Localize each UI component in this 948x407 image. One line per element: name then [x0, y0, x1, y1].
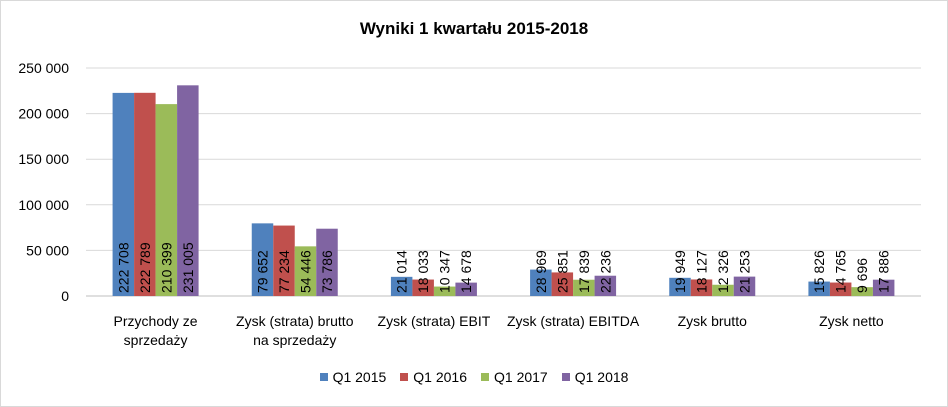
bar [573, 279, 595, 296]
x-tick-label: na sprzedaży [253, 332, 336, 348]
bar [112, 92, 135, 296]
x-tick-label: Przychody ze [114, 313, 198, 329]
x-tick-label: sprzedaży [124, 332, 188, 348]
x-tick-label: Zysk (strata) EBIT [378, 313, 491, 329]
bar [134, 92, 156, 296]
legend-item: Q1 2016 [400, 369, 467, 385]
data-label: 18 033 [415, 250, 431, 293]
legend-label: Q1 2016 [413, 369, 467, 385]
data-label: 231 005 [180, 242, 196, 293]
bar [294, 246, 317, 296]
legend-item: Q1 2018 [561, 369, 629, 385]
legend-swatch [319, 373, 328, 381]
chart-legend: Q1 2015 Q1 2016 Q1 2017 Q1 2018 [1, 369, 947, 385]
legend-swatch [481, 373, 489, 381]
legend-swatch [400, 373, 409, 381]
data-label: 79 652 [255, 250, 271, 293]
bar [316, 228, 338, 296]
data-label: 222 789 [137, 242, 153, 293]
legend-label: Q1 2015 [332, 369, 387, 385]
bar [669, 277, 691, 296]
y-tick-label: 0 [61, 288, 69, 304]
data-label: 21 253 [737, 250, 753, 293]
data-label: 19 949 [672, 250, 688, 293]
data-label: 9 696 [854, 258, 870, 293]
bar [712, 284, 734, 296]
data-label: 73 786 [319, 250, 335, 293]
legend-item: Q1 2015 [319, 369, 387, 385]
y-tick-label: 150 000 [18, 151, 69, 167]
y-tick-label: 250 000 [18, 60, 69, 76]
data-label: 21 014 [394, 250, 410, 293]
x-tick-label: Zysk (strata) EBITDA [507, 313, 640, 329]
bar [594, 275, 617, 296]
data-label: 222 708 [115, 242, 131, 293]
bar [551, 272, 574, 296]
bar [851, 287, 873, 296]
legend-label: Q1 2017 [494, 369, 548, 385]
data-label: 17 839 [576, 250, 592, 293]
data-label: 10 347 [437, 250, 453, 293]
y-tick-label: 50 000 [26, 242, 69, 258]
bar [829, 282, 852, 296]
bar [251, 223, 274, 296]
data-label: 22 236 [597, 250, 613, 293]
data-label: 14 678 [458, 250, 474, 293]
bar [390, 276, 413, 296]
data-label: 15 826 [811, 250, 827, 293]
x-tick-label: Zysk (strata) brutto [236, 313, 354, 329]
bar [412, 279, 434, 296]
data-label: 18 127 [694, 250, 710, 293]
data-label: 17 886 [876, 250, 892, 293]
bar [177, 85, 199, 296]
data-label: 210 399 [158, 242, 174, 293]
bar [690, 279, 713, 296]
chart-title: Wyniki 1 kwartału 2015-2018 [359, 19, 589, 38]
legend-item: Q1 2017 [481, 369, 548, 385]
x-tick-label: Zysk brutto [678, 313, 747, 329]
bar [455, 282, 477, 296]
legend-label: Q1 2018 [574, 369, 629, 385]
data-label: 25 851 [554, 250, 570, 293]
bar [155, 104, 178, 296]
data-label: 54 446 [298, 250, 314, 293]
bar [530, 269, 552, 296]
data-label: 14 765 [833, 250, 849, 293]
y-tick-label: 100 000 [18, 197, 69, 213]
data-label: 12 326 [715, 250, 731, 293]
bar [273, 225, 295, 296]
bar [433, 286, 456, 296]
data-label: 77 234 [276, 250, 292, 293]
bar [872, 279, 895, 296]
x-tick-label: Zysk netto [819, 313, 884, 329]
bar [733, 276, 756, 296]
bar [808, 281, 830, 296]
y-tick-label: 200 000 [18, 106, 69, 122]
legend-swatch [561, 373, 570, 381]
data-label: 28 969 [533, 250, 549, 293]
